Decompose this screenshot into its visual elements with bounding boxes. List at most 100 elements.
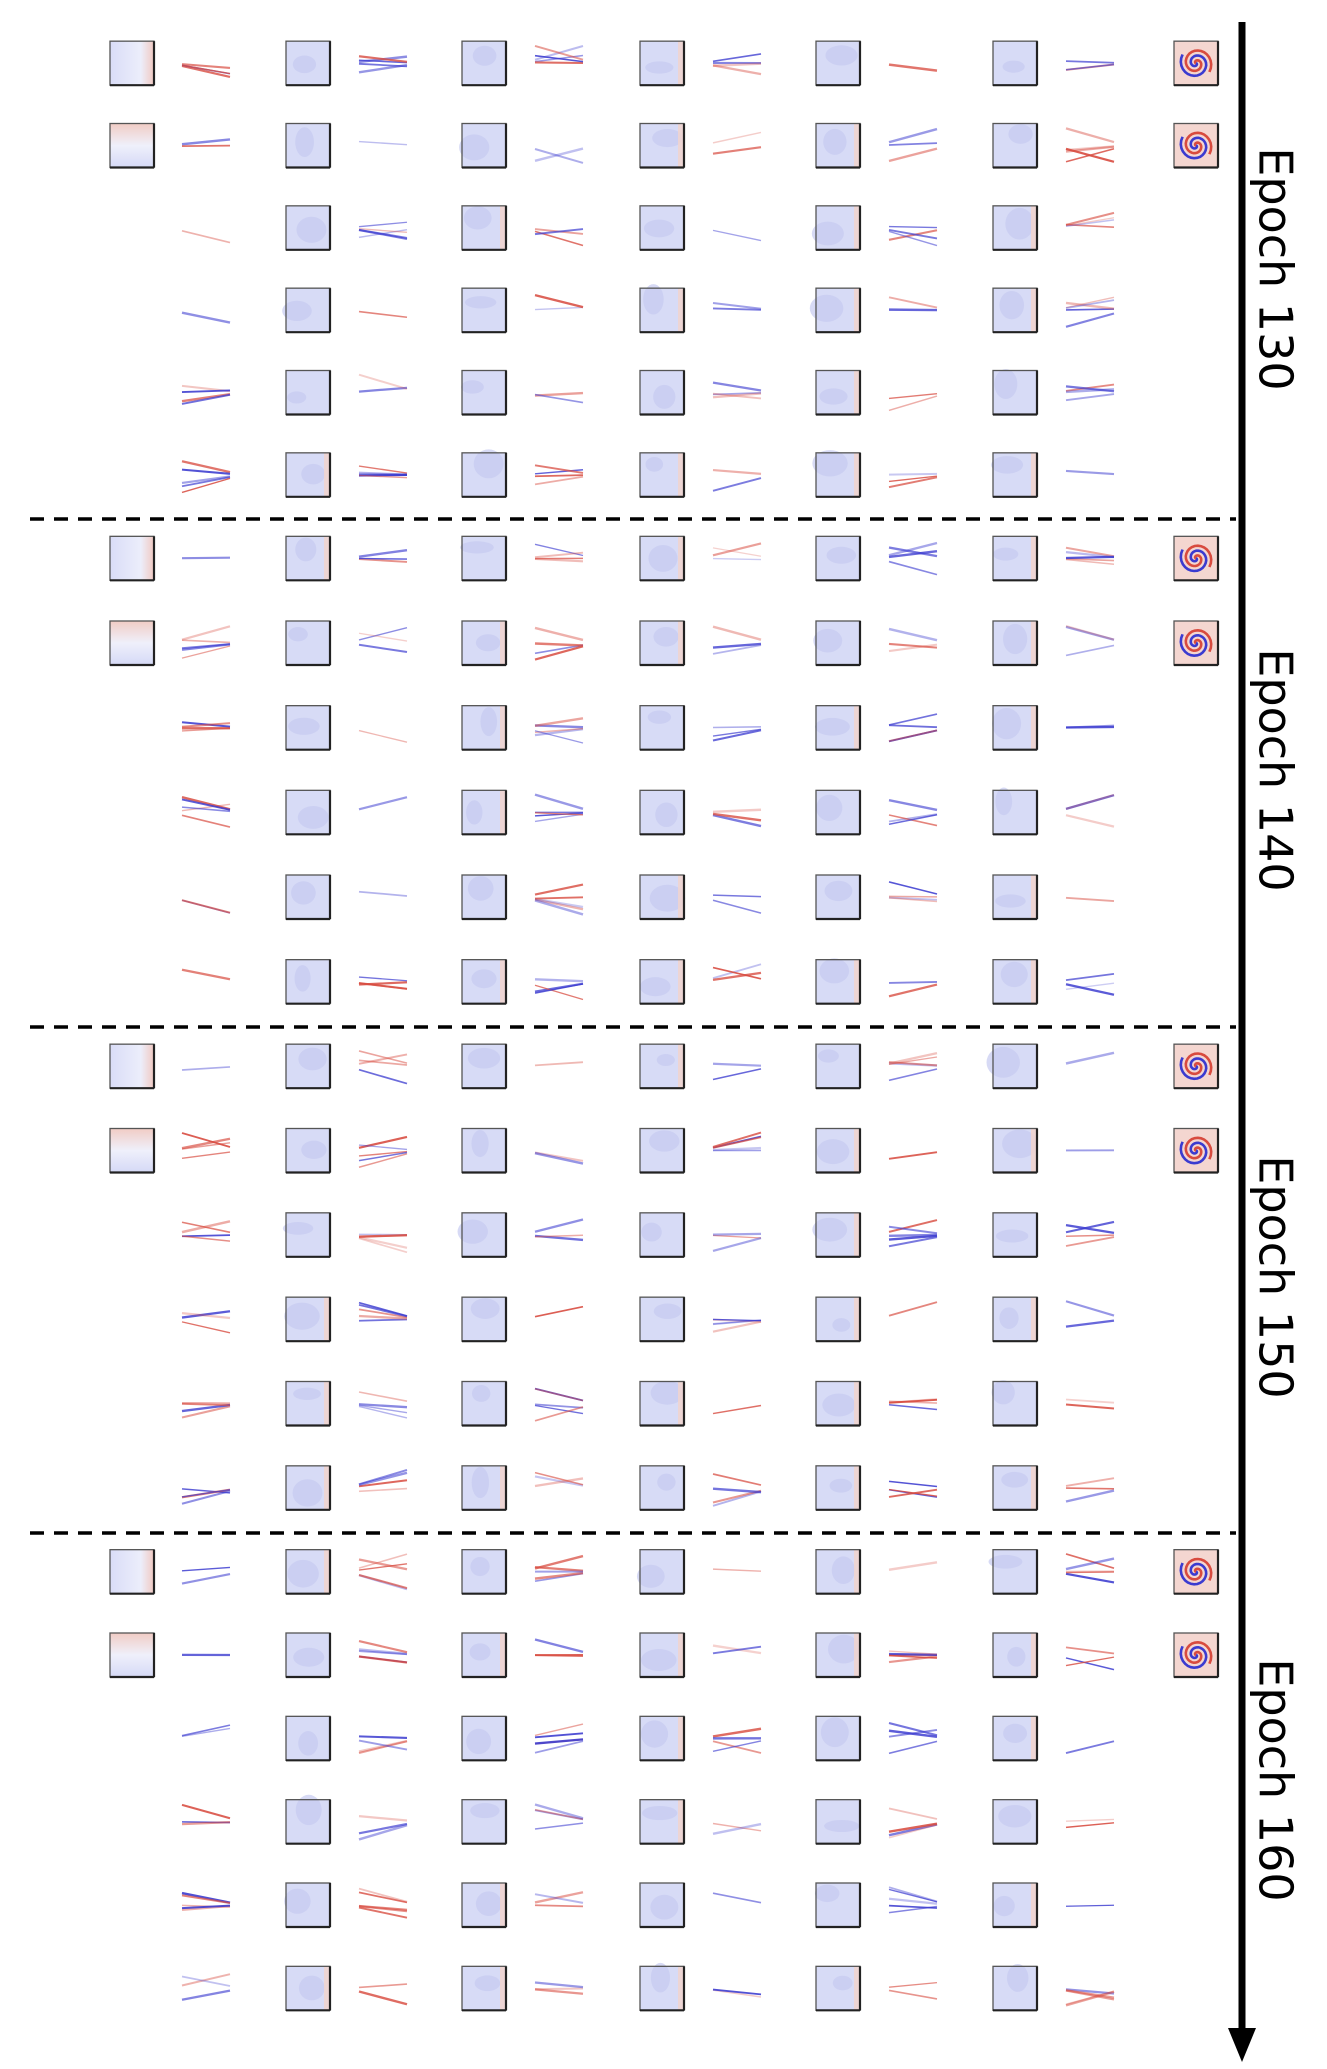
weight-fan xyxy=(1065,1300,1115,1328)
neuron-activation-tile xyxy=(461,1632,508,1679)
weight-fan xyxy=(358,1301,408,1322)
spiral-icon xyxy=(1173,535,1220,582)
neuron-activation-tile xyxy=(285,1549,332,1595)
weight-fan xyxy=(534,543,584,563)
neuron-activation-tile xyxy=(461,1380,508,1427)
weight-fan xyxy=(888,798,938,827)
neuron-activation-tile xyxy=(639,1043,686,1090)
weight-fan xyxy=(1065,127,1115,163)
weight-fan xyxy=(712,894,762,914)
neuron-activation-tile xyxy=(639,1882,686,1929)
neuron-activation-tile xyxy=(461,874,508,921)
neuron-activation-tile xyxy=(992,1632,1039,1679)
neuron-activation-tile xyxy=(639,620,686,667)
input-neuron-tile xyxy=(109,1043,156,1090)
weight-fan xyxy=(358,1135,408,1168)
weight-fan xyxy=(534,626,584,661)
input-neuron-tile xyxy=(109,40,156,87)
weight-fan xyxy=(712,468,762,492)
neuron-activation-tile xyxy=(285,1127,332,1174)
neuron-activation-tile xyxy=(992,1296,1039,1343)
weight-fan xyxy=(1065,1646,1115,1671)
weight-fan xyxy=(181,1401,231,1419)
weight-fan xyxy=(1065,296,1115,328)
weight-fan xyxy=(888,1398,938,1411)
spiral-icon xyxy=(1173,1549,1220,1595)
weight-fan xyxy=(888,296,938,312)
neuron-activation-tile xyxy=(639,1962,686,2012)
weight-fan xyxy=(712,725,762,742)
weight-fan xyxy=(181,1066,231,1071)
epoch-label: Epoch 130 xyxy=(1249,147,1303,390)
spiral-icon xyxy=(1173,1127,1220,1174)
input-neuron-tile xyxy=(109,1632,156,1679)
neuron-activation-tile xyxy=(461,705,508,751)
neuron-activation-tile xyxy=(285,1632,332,1679)
neuron-activation-tile xyxy=(986,1043,1039,1090)
neuron-activation-tile xyxy=(285,1965,332,2012)
weight-fan xyxy=(534,228,584,247)
spiral-icon xyxy=(1173,122,1220,169)
weight-fan xyxy=(358,1983,408,2006)
neuron-activation-tile xyxy=(461,449,508,498)
weight-fan xyxy=(888,1051,938,1082)
weight-fan xyxy=(1065,1818,1115,1829)
neuron-activation-tile xyxy=(461,1549,508,1595)
weight-fan xyxy=(712,1232,762,1252)
weight-fan xyxy=(534,793,584,823)
neuron-activation-tile xyxy=(284,1296,332,1343)
weight-fan xyxy=(712,229,762,242)
neuron-activation-tile xyxy=(991,452,1039,498)
weight-fan xyxy=(181,968,231,981)
weight-fan xyxy=(888,881,938,903)
neuron-activation-tile xyxy=(285,1715,332,1762)
weight-fan xyxy=(1065,1398,1115,1410)
timeline-arrow-icon xyxy=(1228,2028,1256,2062)
weight-fan xyxy=(1065,1051,1115,1065)
spiral-icon xyxy=(1173,1043,1220,1090)
weight-fan xyxy=(534,1891,584,1908)
timeline-axis xyxy=(1228,22,1256,2062)
input-neuron-tile xyxy=(109,122,156,169)
neuron-activation-tile xyxy=(285,40,332,87)
weight-fan xyxy=(358,1391,408,1419)
weight-fan xyxy=(888,1561,938,1572)
neuron-activation-tile xyxy=(285,620,332,667)
network-grid xyxy=(109,40,1220,2012)
weight-fan xyxy=(358,796,408,811)
spiral-icon xyxy=(1173,40,1220,87)
neuron-activation-tile xyxy=(815,789,862,836)
neuron-activation-tile xyxy=(639,874,686,921)
weight-fan xyxy=(712,625,762,655)
neuron-activation-tile xyxy=(285,535,332,582)
weight-fan xyxy=(358,1887,408,1919)
weight-fan xyxy=(358,729,408,743)
weight-fan xyxy=(358,310,408,319)
weight-fan xyxy=(888,981,938,998)
weight-fan xyxy=(888,393,938,412)
weight-fan xyxy=(712,1568,762,1572)
weight-fan xyxy=(712,963,762,982)
weight-fan xyxy=(358,890,408,897)
weight-fan xyxy=(358,1469,408,1493)
weight-fan xyxy=(534,883,584,916)
neuron-activation-tile xyxy=(639,1127,686,1174)
neuron-activation-tile xyxy=(991,1380,1039,1427)
weight-fan xyxy=(534,717,584,744)
neuron-activation-tile xyxy=(639,1465,686,1511)
neuron-activation-tile xyxy=(815,535,862,582)
neuron-activation-tile xyxy=(285,205,332,251)
weight-fan xyxy=(1065,973,1115,996)
weight-fan xyxy=(358,976,408,990)
neuron-activation-tile xyxy=(639,789,686,836)
neuron-activation-tile xyxy=(282,287,332,334)
weight-fan xyxy=(181,229,231,244)
neuron-activation-tile xyxy=(639,959,686,1005)
neuron-activation-tile xyxy=(285,1043,332,1090)
neuron-activation-tile xyxy=(285,452,332,498)
weight-fan xyxy=(712,542,762,561)
neuron-activation-tile xyxy=(992,620,1039,667)
input-neuron-tile xyxy=(109,620,156,667)
weight-fan xyxy=(888,1721,938,1755)
